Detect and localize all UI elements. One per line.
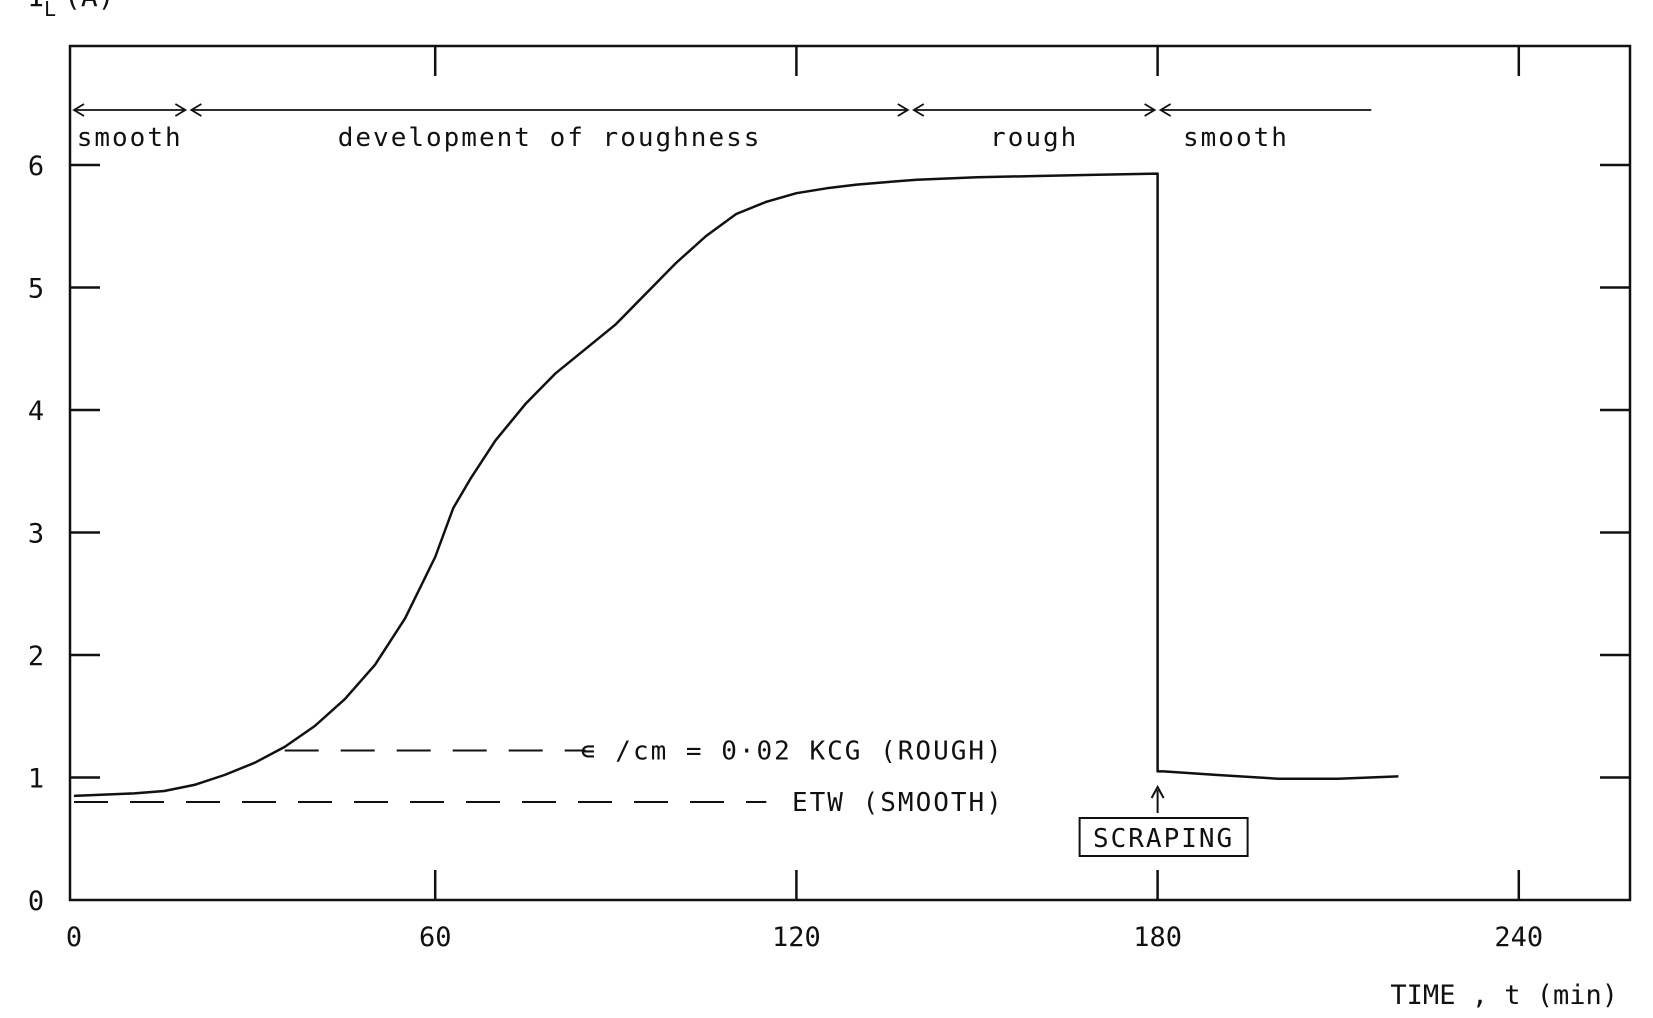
series-line [73, 172, 1399, 798]
x-tick-label: 60 [419, 922, 452, 953]
y-axis-label: I L (A) [28, 0, 115, 21]
y-tick-label: 3 [28, 519, 44, 550]
x-tick-label: 180 [1133, 922, 1182, 953]
region-label: smooth [77, 123, 183, 153]
region-arrowhead-left [189, 103, 202, 117]
reference-line-label: ∊ /cm = 0·02 KCG (ROUGH) [580, 737, 1004, 767]
plot-frame [68, 44, 1632, 902]
y-tick-label: 0 [28, 886, 44, 917]
region-label: development of roughness [338, 123, 762, 153]
region-arrowhead-right [174, 103, 188, 117]
scraping-annotation: SCRAPING [1078, 784, 1249, 857]
y-tick-label: 4 [28, 396, 44, 427]
y-tick-label: 6 [28, 151, 44, 182]
region-annotations: smooth development of roughness rough smoot… [72, 103, 1372, 153]
x-axis-label: TIME , t (min) [1390, 980, 1618, 1011]
region-arrowhead-right [897, 103, 910, 117]
region-arrowhead-left [1158, 103, 1172, 117]
scraping-box [1078, 817, 1249, 857]
region-arrowhead-right [1144, 103, 1157, 117]
ylabel-sub: L [44, 0, 56, 21]
y-tick-label: 2 [28, 641, 44, 672]
region-arrowhead-left [72, 103, 85, 117]
ylabel-unit: (A) [64, 0, 115, 13]
reference-lines: ∊ /cm = 0·02 KCG (ROUGH) ETW (SMOOTH) [74, 737, 1004, 818]
region-arrowhead-left [912, 103, 925, 117]
reference-line-label: ETW (SMOOTH) [792, 788, 1004, 818]
region-label: smooth [1183, 123, 1289, 153]
y-tick-label: 5 [28, 274, 44, 305]
x-tick-label: 120 [772, 922, 821, 953]
region-label: rough [990, 123, 1078, 153]
scraping-label: SCRAPING [1093, 824, 1234, 854]
ylabel-main: I [28, 0, 45, 13]
y-tick-label: 1 [28, 764, 44, 795]
tick-marks [70, 46, 1630, 900]
scraping-arrowhead [1150, 784, 1165, 799]
x-tick-label: 0 [66, 922, 82, 953]
x-tick-label: 240 [1494, 922, 1543, 953]
